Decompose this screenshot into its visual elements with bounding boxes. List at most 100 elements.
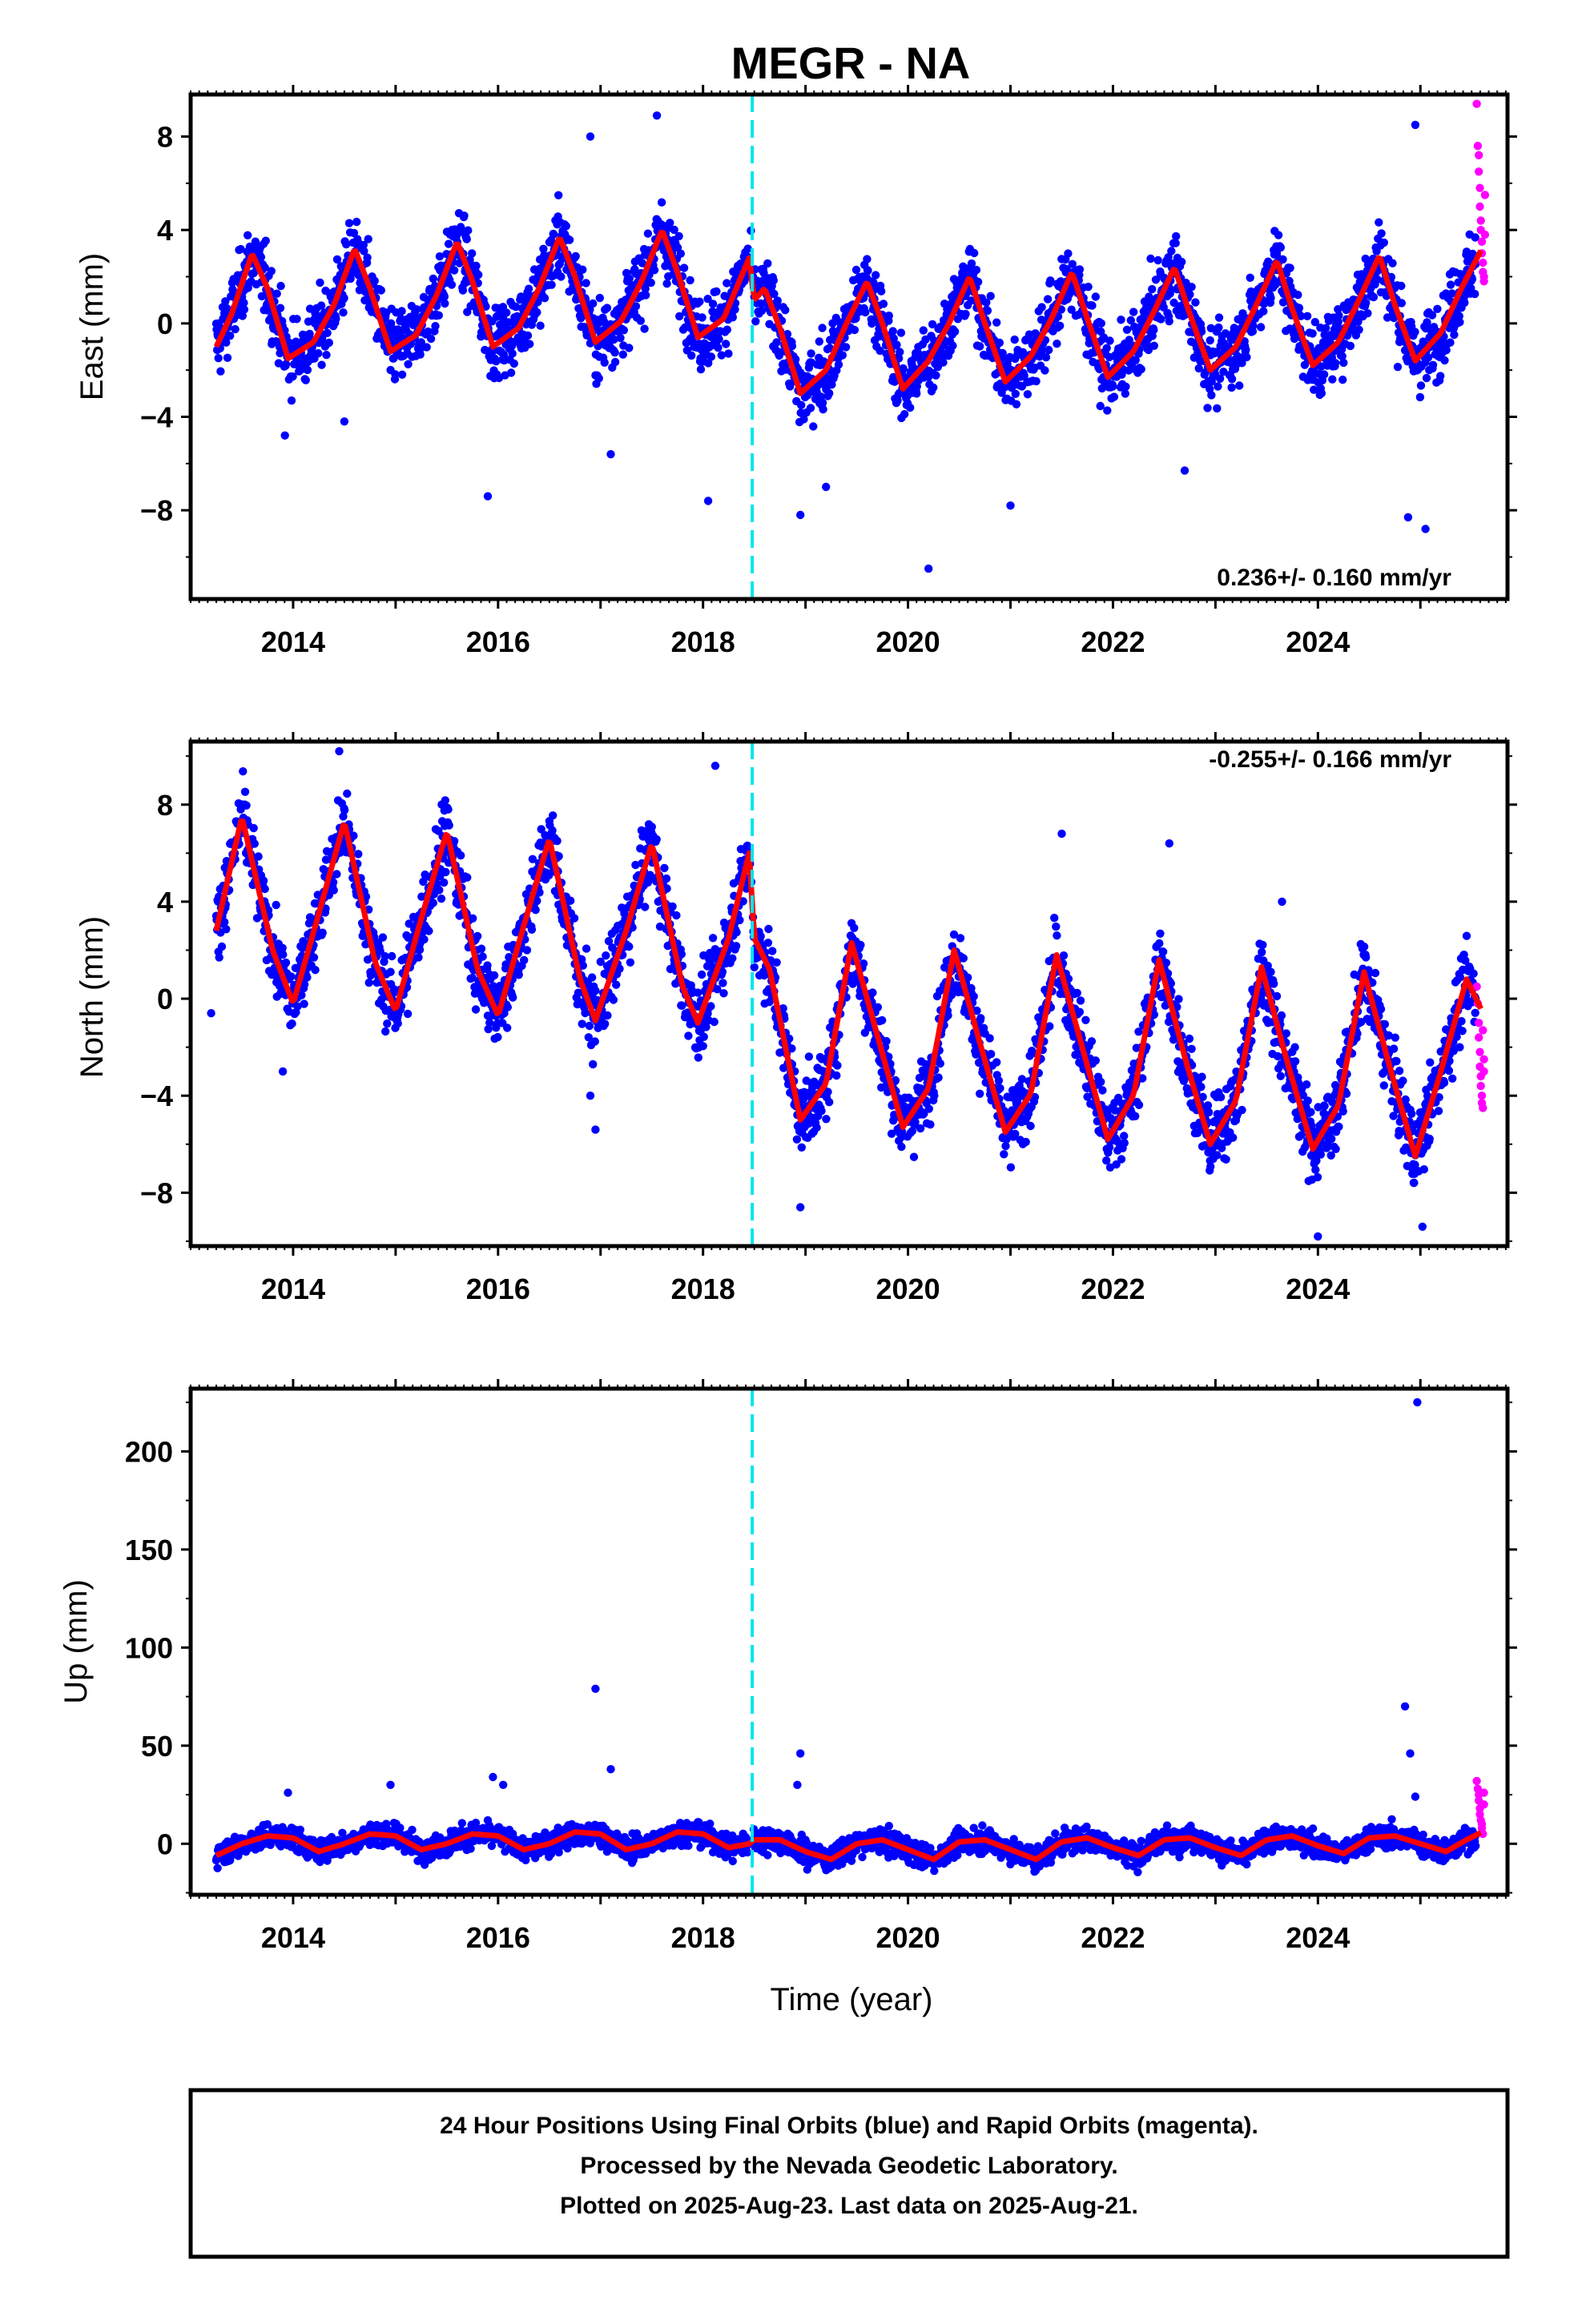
east-final-orbit-point: [708, 300, 718, 308]
north-final-orbit-point: [873, 1003, 883, 1012]
north-final-orbit-point: [419, 877, 428, 887]
north-final-orbit-point: [578, 1019, 586, 1028]
east-final-orbit-point: [458, 286, 468, 295]
east-final-orbit-point: [1045, 345, 1053, 355]
north-final-orbit-point: [441, 867, 450, 877]
east-final-orbit-point: [851, 265, 861, 275]
east-final-orbit-point: [610, 335, 618, 344]
east-final-orbit-point: [1334, 305, 1342, 314]
east-final-orbit-point: [1377, 229, 1386, 238]
east-final-orbit-point: [1442, 346, 1451, 355]
east-final-orbit-point: [240, 305, 249, 314]
east-final-orbit-point: [1214, 323, 1223, 332]
east-final-orbit-point: [223, 353, 232, 362]
north-final-orbit-point: [719, 979, 727, 987]
north-plot-area: [207, 742, 1488, 1246]
east-final-orbit-point: [426, 334, 436, 344]
east-final-orbit-point: [696, 365, 706, 374]
east-final-orbit-point: [474, 270, 483, 279]
east-final-orbit-point: [976, 342, 984, 351]
east-final-orbit-point: [1165, 289, 1174, 298]
east-final-orbit-point: [281, 360, 291, 368]
east-final-orbit-point: [1037, 303, 1046, 312]
east-final-orbit-point: [506, 368, 516, 377]
east-final-orbit-point: [841, 343, 851, 352]
north-final-orbit-point: [250, 839, 259, 848]
east-outlier-point: [1403, 513, 1413, 522]
east-final-orbit-point: [1171, 239, 1180, 247]
east-final-orbit-point: [440, 292, 449, 301]
east-final-orbit-point: [758, 306, 767, 315]
east-final-orbit-point: [238, 312, 247, 320]
east-final-orbit-point: [231, 324, 240, 334]
east-final-orbit-point: [363, 253, 372, 262]
east-final-orbit-point: [462, 235, 471, 243]
east-final-orbit-point: [1246, 273, 1254, 282]
east-final-orbit-point: [352, 217, 361, 227]
east-final-orbit-point: [340, 294, 348, 303]
east-rapid-orbit-point: [1475, 167, 1483, 176]
east-final-orbit-point: [397, 370, 407, 379]
east-final-orbit-point: [646, 278, 655, 287]
east-final-orbit-point: [928, 320, 937, 329]
north-final-orbit-point: [364, 978, 373, 987]
north-final-orbit-point: [300, 980, 309, 989]
east-final-orbit-point: [769, 276, 778, 285]
east-final-orbit-point: [724, 349, 733, 358]
east-final-orbit-point: [995, 338, 1004, 348]
north-final-orbit-point: [469, 914, 477, 923]
east-final-orbit-point: [1411, 328, 1419, 336]
east-final-orbit-point: [1067, 305, 1076, 314]
east-final-orbit-point: [1167, 247, 1176, 255]
north-final-orbit-point: [662, 874, 671, 883]
north-final-orbit-point: [626, 958, 635, 967]
east-final-orbit-point: [1322, 324, 1330, 332]
east-final-orbit-point: [600, 358, 609, 367]
east-final-orbit-point: [1235, 381, 1244, 390]
east-final-orbit-point: [344, 219, 354, 227]
east-final-orbit-point: [1214, 313, 1224, 322]
east-model-fit-line: [213, 229, 1483, 396]
east-final-orbit-point: [1227, 383, 1236, 392]
east-final-orbit-point: [1264, 257, 1273, 266]
east-final-orbit-point: [1471, 289, 1479, 299]
north-final-orbit-point: [414, 953, 423, 962]
north-final-orbit-point: [503, 1023, 512, 1032]
east-final-orbit-point: [939, 358, 948, 367]
north-final-orbit-point: [817, 1107, 826, 1116]
north-final-orbit-point: [239, 767, 248, 776]
east-plot-area: [211, 94, 1490, 599]
north-final-orbit-point: [309, 953, 319, 962]
east-final-orbit-point: [508, 349, 517, 358]
east-final-orbit-point: [1446, 280, 1455, 289]
east-final-orbit-point: [642, 291, 650, 300]
east-final-orbit-point: [695, 297, 704, 306]
east-y-tick-label: 8: [157, 121, 173, 154]
east-final-orbit-point: [815, 337, 823, 346]
east-final-orbit-point: [441, 299, 449, 308]
east-final-orbit-point: [1294, 291, 1302, 300]
east-final-orbit-point: [1393, 363, 1403, 372]
north-final-orbit-point: [728, 954, 737, 963]
east-final-orbit-point: [444, 239, 453, 248]
east-final-orbit-point: [1151, 275, 1161, 284]
north-final-orbit-point: [311, 966, 320, 975]
east-final-orbit-point: [301, 376, 310, 384]
north-final-orbit-point: [625, 942, 634, 951]
east-final-orbit-point: [877, 287, 886, 296]
east-final-orbit-point: [240, 298, 248, 308]
north-final-orbit-point: [279, 950, 288, 959]
east-final-orbit-point: [342, 239, 351, 249]
north-final-orbit-point: [684, 1031, 693, 1040]
east-final-orbit-point: [1423, 318, 1431, 327]
east-final-orbit-point: [1256, 323, 1266, 332]
north-final-orbit-point: [553, 836, 562, 846]
north-final-orbit-point: [930, 1092, 939, 1100]
east-final-orbit-point: [447, 280, 457, 289]
east-final-orbit-point: [360, 247, 368, 255]
east-final-orbit-point: [1091, 292, 1101, 301]
east-final-orbit-point: [1363, 309, 1372, 318]
north-final-orbit-point: [340, 806, 349, 814]
north-final-orbit-point: [833, 1061, 842, 1070]
east-final-orbit-point: [1043, 295, 1053, 304]
